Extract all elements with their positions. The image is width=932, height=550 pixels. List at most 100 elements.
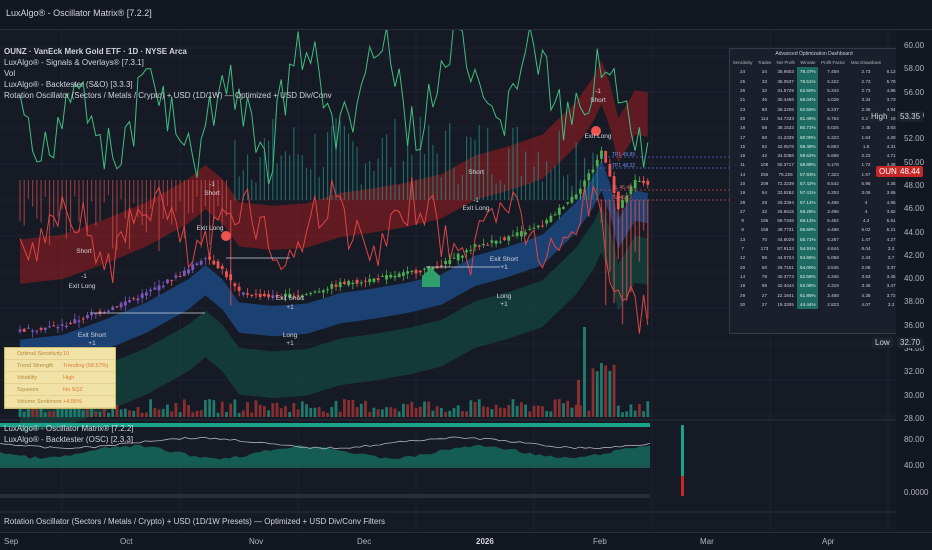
candle-body (178, 275, 182, 277)
price-axis[interactable]: 60.0058.0056.0054.0052.0050.0048.0046.00… (896, 30, 932, 530)
volume-bar (578, 405, 582, 417)
candle-body (574, 194, 578, 199)
dashboard-cell: 54.7433 (777, 115, 794, 121)
lower-support-cloud (20, 205, 648, 432)
volume-bar (174, 402, 178, 417)
dashboard-cell: 6.178 (827, 162, 839, 168)
volume-bar (52, 411, 56, 417)
dashboard-cell: 4.319 (827, 283, 839, 289)
legend-backtester[interactable]: LuxAlgo® - Backtester (S&O) [3.3.3] (4, 80, 133, 89)
candle-body (321, 290, 325, 293)
candle-body (157, 285, 161, 291)
dashboard-row: 19 96 42.4444 52.08% 4.319 3.45 3.47 (730, 281, 898, 291)
dashboard-cell: 15 (740, 143, 746, 149)
osc-matrix-legend[interactable]: LuxAlgo® - Oscillator Matrix® [7.2.2] (4, 424, 134, 433)
legend-volume[interactable]: Vol (4, 69, 16, 78)
dashboard-cell: 1.47 (861, 236, 871, 242)
volume-bar (296, 409, 300, 417)
dashboard-cell: 44.0724 (777, 255, 794, 261)
dashboard-cell: 4.026 (827, 97, 839, 103)
dashboard-cell: 8.542 (827, 181, 839, 186)
dashboard-cell: 209 (760, 181, 769, 186)
volume-bar (39, 401, 43, 417)
legend-rotation-osc[interactable]: Rotation Oscillator (Sectors / Metals / … (4, 91, 332, 100)
rotation-osc-footer-legend[interactable]: Rotation Oscillator (Sectors / Metals / … (4, 517, 385, 526)
candle-body (107, 310, 110, 312)
candle-body (515, 232, 519, 236)
dashboard-cell: 3.468 (827, 292, 839, 298)
window-header: LuxAlgo® - Oscillator Matrix® [7.2.2] (0, 0, 932, 30)
low-value-tag: 32.70 (897, 337, 924, 348)
volume-bar (288, 412, 292, 417)
dashboard-cell: 59.52% (797, 150, 819, 161)
volume-bar (229, 403, 233, 417)
candle-body (250, 294, 254, 297)
candle-body (111, 307, 115, 310)
dashboard-cell: 34.0386 (777, 153, 794, 159)
signal-label: Short (204, 190, 220, 197)
dashboard-cell: 6.04 (861, 246, 871, 252)
volume-bar (414, 408, 418, 417)
signal-label: Long (283, 332, 298, 339)
candle-body (149, 289, 153, 292)
price-tick-label: 28.00 (904, 414, 925, 423)
osc-last-bar (681, 425, 684, 495)
dashboard-row: 29 27 22.1841 51.85% 3.468 4.35 3.72 (730, 290, 898, 300)
candle-body (444, 260, 447, 265)
status-panel: Optimal Sensitivity 10 Trend Strength Trend… (4, 347, 116, 409)
osc-last-bar (681, 476, 684, 496)
candle-body (570, 196, 574, 203)
status-row: Trend Strength Trending (58.57%) (5, 360, 115, 372)
time-axis[interactable]: Sep Oct Nov Dec 2026 Feb Mar Apr (0, 532, 932, 550)
signal-label: -1 (595, 88, 601, 95)
osc-backtester-legend[interactable]: LuxAlgo® - Backtester (OSC) [2.3.3] (4, 435, 134, 444)
volume-bar (216, 412, 220, 417)
candle-body (351, 282, 355, 285)
signal-label: +1 (88, 340, 96, 347)
candle-body (31, 330, 35, 332)
dashboard-cell: 1.72 (861, 162, 871, 168)
legend-signals-overlays[interactable]: LuxAlgo® - Signals & Overlays® [7.3.1] (4, 58, 144, 67)
candle-body (621, 200, 624, 208)
symbol-title[interactable]: OUNZ · VanEck Merk Gold ETF · 1D · NYSE … (4, 47, 187, 56)
dashboard-cell: 44.6029 (777, 236, 794, 242)
dashboard-cell: 16 (740, 153, 746, 159)
candle-body (578, 188, 582, 194)
volume-bar (524, 404, 527, 417)
candle-body (646, 180, 650, 185)
high-value: 53.35 (900, 112, 921, 121)
dashboard-cell: 35.9803 (777, 69, 794, 75)
candle-body (545, 220, 549, 224)
dashboard-row: 27 32 25.6615 56.25% 3.496 4 3.82 (730, 206, 898, 217)
signal-label: Exit Short (490, 256, 518, 263)
signal-label: +1 (500, 301, 508, 308)
price-tick-label: 60.00 (904, 41, 925, 50)
candle-body (48, 326, 51, 328)
volume-bar (305, 404, 308, 417)
volume-bar (90, 403, 94, 417)
volume-bar (380, 409, 384, 417)
dashboard-cell: 6.223 (827, 134, 839, 140)
candle-body (300, 295, 304, 297)
signal-label: Exit Long (196, 225, 223, 232)
osc-signal-line (0, 436, 651, 450)
dashboard-col-header: Max Drawdown (850, 60, 882, 66)
dashboard-cell: 28 (740, 199, 746, 205)
time-tick-label: Nov (249, 537, 264, 546)
low-tag: Low (872, 337, 893, 348)
volume-bar (372, 407, 376, 417)
candle-body (246, 293, 249, 295)
dashboard-cell: 7.323 (827, 171, 839, 177)
candle-body (385, 274, 388, 280)
volume-bar (553, 399, 557, 417)
candle-body (140, 293, 144, 299)
dashboard-cell: 42 (761, 153, 768, 159)
volume-bar (574, 404, 578, 417)
candle-body (528, 228, 532, 230)
candle-body (60, 324, 64, 326)
dashboard-cell: 52.56% (797, 271, 819, 282)
status-row: Optimal Sensitivity 10 (5, 348, 115, 360)
volume-bar (128, 410, 131, 417)
candle-body (305, 294, 308, 296)
